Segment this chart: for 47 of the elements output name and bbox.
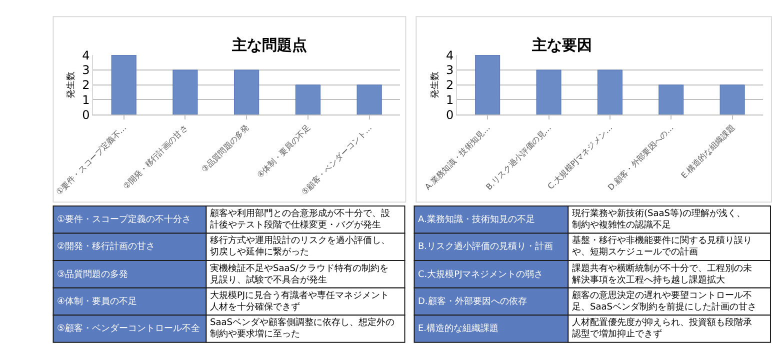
y-tick-label: 0 [82,108,90,122]
bar [172,70,198,115]
y-tick-label: 2 [446,78,454,92]
text: ⑤顧客・ベンダーコントロール不全 [57,323,200,334]
text: ②開発・移行計画の甘さ [57,241,156,252]
x-tick-label: E.構造的な組織課題 [680,123,737,180]
text: 大規模PJに見合う有識者や専任マネジメント人材を十分確保できず [210,290,390,313]
bar [234,70,260,115]
y-tick-label: 4 [446,48,454,62]
y-tick-label: 2 [82,78,90,92]
y-tick-label: 1 [82,92,90,107]
bar [111,55,136,115]
text: B.リスク過小評価の見積り・計画 [418,241,554,252]
text: 課題共有や横断統制が不十分で、工程別の未解決事項を次工程へ持ち越し課題拡大 [572,263,752,286]
text: ③品質問題の多発 [57,269,128,280]
text: 実機検証不足やSaaS/クラウド特有の制約を見誤り、試験で不具合が発生 [210,263,388,286]
y-tick-label: 3 [82,63,90,78]
y-tick-label: 3 [446,63,454,78]
text: 現行業務や新技術(SaaS等)の理解が浅く、制約や複雑性の認識不足 [572,208,746,231]
chart-title: 主な問題点 [231,36,307,54]
text: 顧客や利用部門との合意形成が不十分で、設計後やテスト段階で仕様変更・バグが発生 [210,208,390,231]
text: 移行方式や運用設計のリスクを過小評価し、切戻しや延伸に繋がった [210,235,390,258]
y-tick-label: 4 [82,48,90,62]
x-tick-label: ③品質問題の多発 [200,123,251,174]
text: 人材配置優先度が抑えられ、投資額も段階承認型で増加抑止できず [572,317,752,340]
text: A.業務知識・技術知見の不足 [418,214,535,225]
bar [356,84,382,115]
bar [536,70,562,115]
text: 基盤・移行や非機能要件に関する見積り誤りや、短期スケジュールでの計画 [572,235,752,258]
text: D.顧客・外部要因への依存 [418,296,527,307]
y-axis-title: 発生数 [65,71,76,98]
text: ④体制・要員の不足 [57,296,138,307]
text: 顧客の意思決定の遅れや要望コントロール不足、SaaSベンダ制約を前提にした計画の甘さ [572,290,756,313]
text: E.構造的な組織課題 [418,323,499,334]
bar [475,55,500,115]
bar [658,84,684,115]
bar [597,70,622,115]
text: C.大規模PJマネジメントの弱さ [418,269,544,280]
text: SaaSベンダや顧客側調整に依存し、想定外の制約や要求増に至った [210,317,394,340]
x-tick-label: ④体制・要員の不足 [255,123,312,180]
bar [295,84,320,115]
bar [720,84,745,115]
y-tick-label: 0 [446,108,454,122]
text: ①要件・スコープ定義の不十分さ [57,214,192,225]
chart-title: 主な要因 [531,36,592,54]
y-tick-label: 1 [446,92,454,107]
y-axis-title: 発生数 [429,71,440,98]
